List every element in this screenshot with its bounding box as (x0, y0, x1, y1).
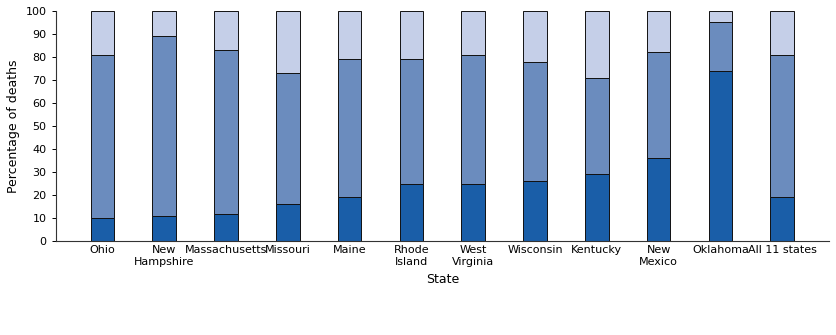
Bar (647, 11, 670, 52)
Bar (647, 158, 670, 241)
Bar (338, 11, 361, 59)
Bar (152, 36, 176, 216)
Bar (400, 59, 423, 184)
Bar (90, 11, 115, 55)
Bar (461, 11, 485, 55)
Bar (90, 55, 115, 218)
Bar (214, 11, 237, 50)
X-axis label: State: State (426, 272, 459, 285)
Bar (461, 184, 485, 241)
Bar (523, 11, 547, 62)
Bar (771, 197, 794, 241)
Bar (214, 214, 237, 241)
Bar (276, 73, 299, 204)
Bar (709, 11, 732, 22)
Bar (709, 22, 732, 71)
Bar (585, 78, 609, 175)
Bar (152, 216, 176, 241)
Bar (647, 52, 670, 158)
Bar (523, 181, 547, 241)
Bar (276, 11, 299, 73)
Bar (585, 11, 609, 78)
Bar (338, 197, 361, 241)
Bar (400, 11, 423, 59)
Bar (400, 184, 423, 241)
Bar (523, 62, 547, 181)
Bar (338, 59, 361, 197)
Bar (152, 11, 176, 36)
Y-axis label: Percentage of deaths: Percentage of deaths (7, 59, 20, 193)
Bar (461, 55, 485, 184)
Bar (214, 50, 237, 214)
Bar (276, 204, 299, 241)
Bar (585, 175, 609, 241)
Legend: Prescription opioids, Illicit opioids, Both prescription and illicit opioids: Prescription opioids, Illicit opioids, B… (196, 330, 689, 335)
Bar (90, 218, 115, 241)
Bar (709, 71, 732, 241)
Bar (771, 11, 794, 55)
Bar (771, 55, 794, 197)
